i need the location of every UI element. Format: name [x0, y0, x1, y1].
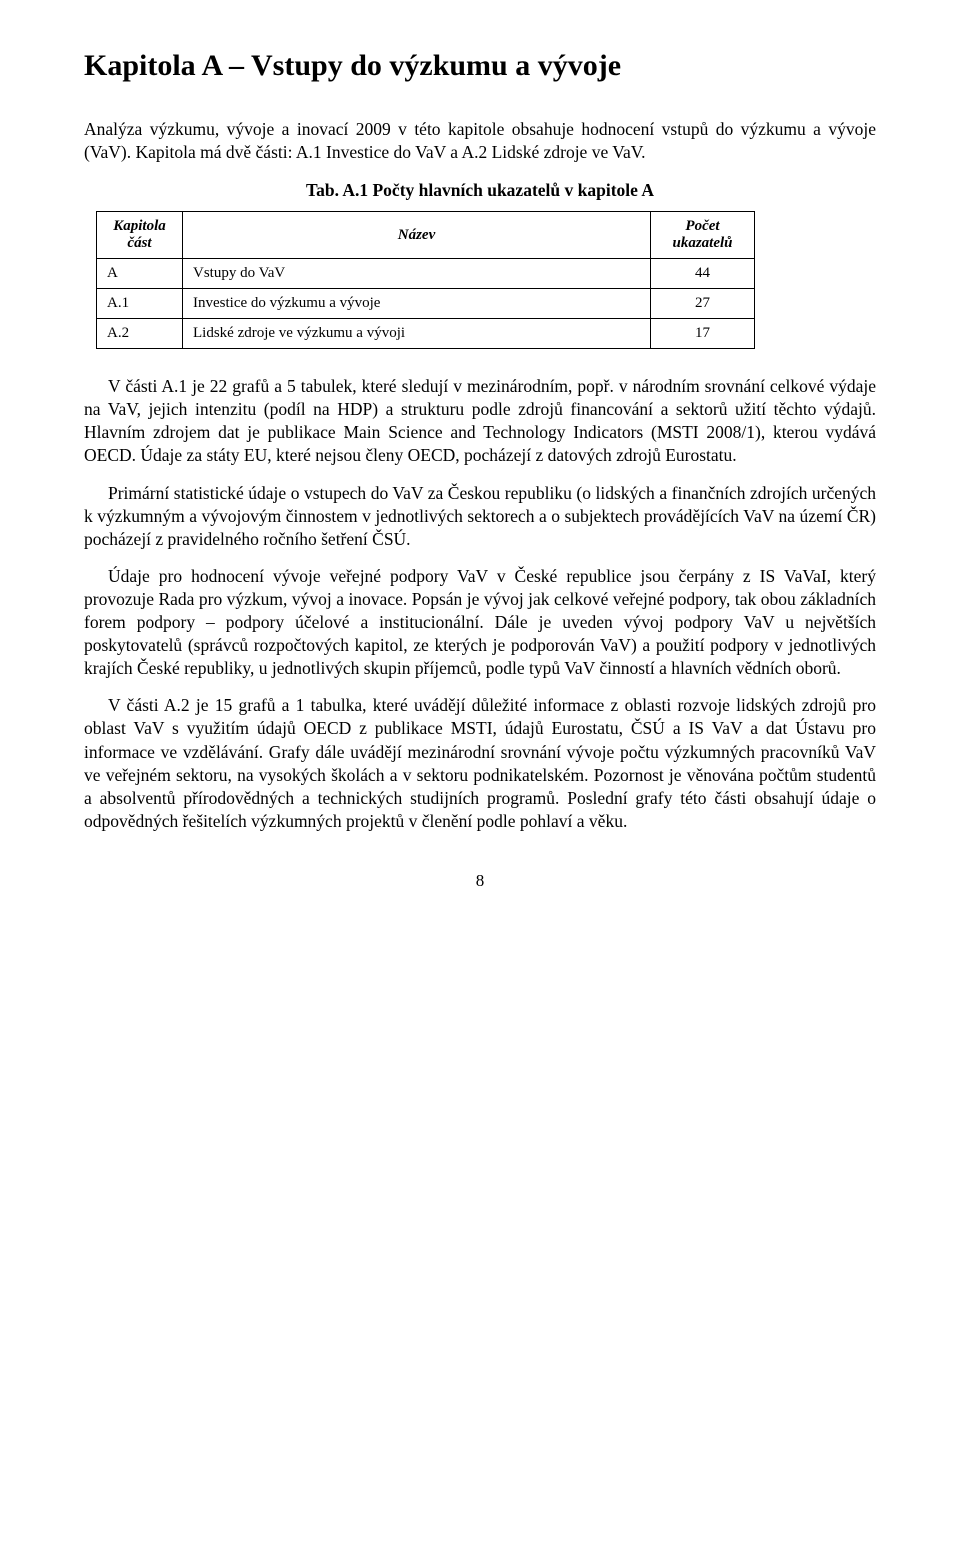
body-paragraph: V části A.1 je 22 grafů a 5 tabulek, kte…	[84, 375, 876, 467]
table-caption: Tab. A.1 Počty hlavních ukazatelů v kapi…	[84, 180, 876, 201]
cell-kap: A.2	[97, 319, 183, 349]
body-paragraph: V části A.2 je 15 grafů a 1 tabulka, kte…	[84, 694, 876, 833]
cell-count: 27	[651, 289, 755, 319]
intro-paragraph: Analýza výzkumu, vývoje a inovací 2009 v…	[84, 118, 876, 164]
col-header-nazev: Název	[183, 212, 651, 259]
body-paragraph: Údaje pro hodnocení vývoje veřejné podpo…	[84, 565, 876, 680]
cell-count: 17	[651, 319, 755, 349]
cell-name: Vstupy do VaV	[183, 259, 651, 289]
cell-kap: A	[97, 259, 183, 289]
indicators-table: Kapitola část Název Počet ukazatelů A Vs…	[96, 211, 755, 349]
cell-name: Investice do výzkumu a vývoje	[183, 289, 651, 319]
page-title: Kapitola A – Vstupy do výzkumu a vývoje	[84, 48, 876, 84]
indicators-table-wrap: Kapitola část Název Počet ukazatelů A Vs…	[96, 211, 876, 349]
table-header-row: Kapitola část Název Počet ukazatelů	[97, 212, 755, 259]
table-row: A.1 Investice do výzkumu a vývoje 27	[97, 289, 755, 319]
page-number: 8	[84, 871, 876, 891]
col-header-kapitola: Kapitola část	[97, 212, 183, 259]
cell-name: Lidské zdroje ve výzkumu a vývoji	[183, 319, 651, 349]
col-header-pocet: Počet ukazatelů	[651, 212, 755, 259]
cell-kap: A.1	[97, 289, 183, 319]
table-row: A Vstupy do VaV 44	[97, 259, 755, 289]
body-paragraph: Primární statistické údaje o vstupech do…	[84, 482, 876, 551]
table-row: A.2 Lidské zdroje ve výzkumu a vývoji 17	[97, 319, 755, 349]
cell-count: 44	[651, 259, 755, 289]
